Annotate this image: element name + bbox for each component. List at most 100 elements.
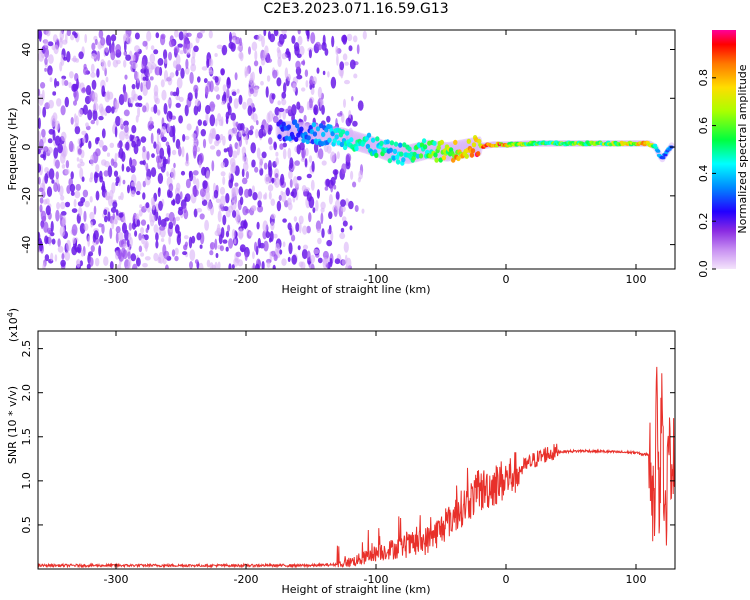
noise-speckle: [235, 213, 241, 225]
noise-speckle: [236, 88, 240, 94]
noise-speckle: [220, 195, 226, 207]
noise-speckle: [249, 88, 255, 95]
noise-speckle: [101, 128, 106, 139]
noise-speckle: [185, 178, 191, 189]
noise-speckle: [254, 241, 258, 252]
colorbar-gradient: [712, 30, 736, 269]
colorbar-tick-label: 0.2: [697, 212, 710, 230]
noise-speckle: [219, 186, 226, 195]
noise-speckle: [241, 177, 248, 185]
signal-point: [466, 138, 471, 144]
noise-speckle: [109, 227, 113, 239]
noise-speckle: [149, 53, 156, 64]
noise-speckle: [96, 50, 100, 62]
signal-point: [477, 138, 482, 144]
noise-speckle: [327, 71, 330, 78]
noise-speckle: [151, 200, 156, 211]
x-tick-label: -100: [364, 273, 389, 286]
noise-speckle: [259, 167, 264, 176]
noise-speckle: [48, 234, 52, 246]
noise-speckle: [263, 162, 268, 170]
signal-point: [418, 153, 424, 159]
noise-speckle: [184, 104, 189, 117]
noise-speckle: [198, 262, 204, 269]
noise-speckle: [222, 176, 226, 186]
noise-speckle: [168, 190, 173, 199]
noise-speckle: [249, 72, 253, 83]
noise-speckle: [298, 215, 304, 225]
noise-speckle: [303, 114, 307, 122]
noise-speckle: [334, 199, 341, 211]
noise-speckle: [229, 31, 232, 43]
noise-speckle: [74, 190, 81, 199]
noise-speckle: [133, 144, 139, 155]
noise-speckle: [214, 76, 219, 83]
noise-speckle: [42, 178, 46, 189]
noise-speckle: [40, 82, 46, 89]
noise-speckle: [38, 88, 41, 96]
noise-speckle: [124, 229, 129, 241]
noise-speckle: [171, 149, 177, 156]
noise-speckle: [77, 163, 82, 169]
noise-speckle: [320, 201, 326, 210]
noise-speckle: [344, 61, 349, 66]
noise-speckle: [142, 192, 146, 200]
noise-speckle: [250, 112, 255, 120]
noise-speckle: [122, 249, 128, 260]
colorbar-ticks: 0.0 0.2 0.4 0.6 0.8: [697, 69, 716, 278]
noise-speckle: [179, 50, 184, 55]
y-tick-label: 1.0: [20, 472, 33, 490]
noise-speckle: [245, 171, 249, 179]
noise-speckle: [351, 95, 354, 102]
noise-speckle: [223, 148, 228, 153]
noise-speckle: [196, 207, 203, 213]
noise-speckle: [357, 100, 364, 111]
noise-speckle: [107, 165, 113, 178]
noise-speckle: [277, 56, 282, 68]
noise-speckle: [287, 256, 291, 262]
noise-speckle: [56, 202, 61, 210]
noise-speckle: [163, 103, 168, 115]
noise-speckle: [154, 66, 161, 76]
noise-speckle: [193, 105, 199, 116]
signal-point: [375, 136, 380, 142]
noise-speckle: [206, 259, 211, 268]
noise-speckle: [348, 45, 353, 52]
noise-speckle: [44, 173, 49, 184]
noise-speckle: [175, 193, 181, 205]
noise-speckle: [124, 40, 127, 52]
noise-speckle: [155, 240, 159, 249]
noise-speckle: [78, 51, 84, 60]
noise-speckle: [275, 157, 279, 166]
noise-speckle: [149, 116, 153, 124]
noise-speckle: [93, 171, 98, 184]
noise-speckle: [134, 230, 138, 237]
noise-speckle: [60, 201, 66, 210]
x-tick-label: 100: [626, 573, 647, 586]
noise-speckle: [201, 66, 208, 71]
signal-point: [434, 157, 439, 163]
noise-speckle: [211, 127, 217, 140]
noise-speckle: [69, 71, 74, 79]
noise-speckle: [254, 263, 260, 269]
noise-speckle: [56, 98, 62, 107]
noise-speckle: [330, 176, 336, 186]
noise-speckle: [115, 44, 121, 54]
noise-speckle: [242, 153, 246, 162]
noise-speckle: [255, 120, 259, 126]
y-tick-label: 20: [20, 91, 33, 105]
noise-speckle: [276, 46, 281, 54]
noise-speckle: [51, 238, 56, 245]
noise-speckle: [79, 167, 84, 180]
signal-point: [388, 147, 393, 153]
noise-speckle: [136, 71, 140, 84]
signal-point: [401, 157, 406, 163]
noise-speckle: [270, 221, 275, 231]
noise-speckle: [222, 135, 226, 146]
noise-speckle: [305, 147, 309, 157]
noise-speckle: [237, 45, 243, 52]
noise-speckle: [54, 135, 61, 146]
noise-speckle: [281, 191, 287, 203]
noise-speckle: [294, 160, 301, 166]
noise-speckle: [234, 258, 241, 264]
